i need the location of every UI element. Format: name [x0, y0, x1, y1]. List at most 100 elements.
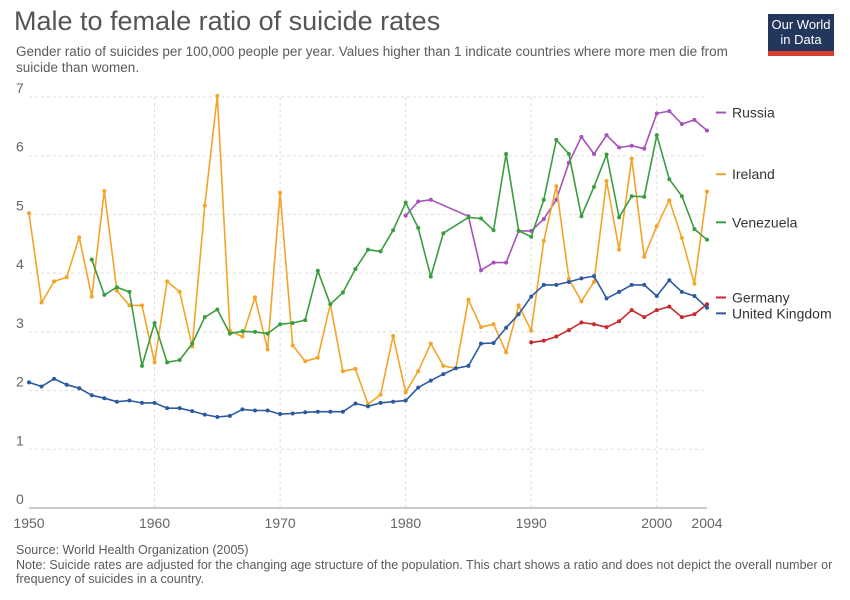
- data-point: [504, 325, 509, 330]
- data-point: [617, 215, 622, 220]
- data-point: [479, 268, 483, 273]
- data-point: [692, 227, 697, 232]
- data-point: [353, 366, 358, 371]
- data-point: [491, 322, 496, 327]
- x-tick-label: 1970: [265, 515, 296, 531]
- y-tick-label: 0: [16, 491, 24, 507]
- data-point: [479, 341, 483, 346]
- data-point: [114, 399, 119, 404]
- data-point: [416, 385, 421, 390]
- logo-accent-bar: [768, 51, 834, 56]
- data-point: [566, 279, 571, 284]
- data-point: [667, 109, 672, 114]
- data-point: [604, 152, 609, 157]
- data-point: [529, 234, 534, 239]
- data-point: [378, 249, 383, 254]
- data-point: [340, 409, 345, 414]
- x-tick-label: 1960: [139, 515, 170, 531]
- data-point: [617, 247, 622, 252]
- data-point: [240, 407, 245, 412]
- data-point: [303, 410, 308, 415]
- data-point: [529, 340, 534, 345]
- data-point: [604, 133, 609, 138]
- data-point: [177, 289, 182, 294]
- data-point: [315, 268, 320, 273]
- data-point: [654, 294, 659, 299]
- data-point: [303, 318, 308, 323]
- data-point: [64, 275, 69, 280]
- legend-label: Ireland: [732, 166, 775, 182]
- data-point: [102, 188, 107, 193]
- data-point: [541, 282, 546, 287]
- data-point: [77, 386, 82, 391]
- data-point: [290, 343, 295, 348]
- y-tick-label: 3: [16, 315, 24, 331]
- data-point: [516, 228, 521, 233]
- data-point: [278, 322, 283, 327]
- y-tick-label: 4: [16, 256, 24, 272]
- data-point: [579, 276, 584, 281]
- data-point: [253, 295, 257, 300]
- data-point: [114, 285, 119, 290]
- data-point: [403, 390, 408, 395]
- data-point: [403, 213, 408, 218]
- legend-label: United Kingdom: [732, 305, 832, 321]
- data-point: [642, 194, 647, 199]
- data-point: [592, 184, 596, 189]
- data-point: [265, 408, 270, 413]
- data-point: [89, 393, 94, 398]
- owid-logo[interactable]: Our World in Data: [768, 14, 834, 56]
- data-point: [52, 279, 57, 284]
- data-point: [428, 197, 433, 202]
- data-point: [77, 235, 82, 240]
- data-point: [554, 137, 559, 142]
- data-point: [240, 329, 245, 334]
- data-point: [629, 282, 634, 287]
- data-point: [227, 413, 232, 418]
- data-point: [265, 347, 270, 352]
- data-point: [353, 267, 358, 272]
- data-point: [479, 325, 483, 330]
- data-point: [529, 328, 534, 333]
- data-point: [64, 382, 69, 387]
- data-point: [127, 289, 132, 294]
- data-point: [516, 312, 521, 317]
- data-point: [592, 279, 596, 284]
- data-point: [491, 228, 496, 233]
- data-point: [278, 412, 283, 417]
- data-point: [340, 290, 345, 295]
- data-point: [629, 143, 634, 148]
- chart-subtitle: Gender ratio of suicides per 100,000 peo…: [16, 44, 728, 75]
- data-point: [504, 151, 509, 156]
- data-point: [642, 282, 647, 287]
- data-point: [328, 409, 333, 414]
- data-point: [140, 363, 144, 368]
- data-point: [692, 294, 697, 299]
- chart-title: Male to female ratio of suicide rates: [14, 6, 441, 36]
- data-point: [27, 380, 31, 385]
- data-point: [253, 408, 257, 413]
- data-point: [403, 398, 408, 403]
- data-point: [328, 302, 333, 307]
- data-point: [541, 217, 546, 222]
- data-point: [705, 128, 709, 133]
- data-point: [566, 328, 571, 333]
- data-point: [265, 331, 270, 336]
- data-point: [692, 312, 697, 317]
- data-point: [315, 355, 320, 360]
- data-point: [491, 260, 496, 265]
- data-point: [152, 360, 157, 365]
- data-point: [654, 111, 659, 116]
- data-point: [592, 274, 596, 279]
- data-point: [27, 211, 31, 216]
- data-point: [466, 363, 471, 368]
- data-point: [453, 366, 458, 371]
- data-point: [89, 294, 94, 299]
- data-point: [391, 228, 396, 233]
- data-point: [491, 341, 496, 346]
- data-point: [692, 281, 697, 286]
- note-text: Note: Suicide rates are adjusted for the…: [16, 558, 833, 586]
- data-point: [604, 325, 609, 330]
- data-point: [202, 315, 207, 320]
- data-point: [315, 409, 320, 414]
